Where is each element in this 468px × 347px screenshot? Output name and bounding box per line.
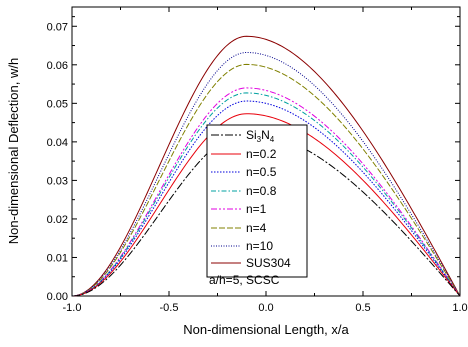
y-tick-label: 0.04	[47, 137, 68, 149]
x-tick-label: 0.0	[258, 302, 273, 314]
x-axis-title: Non-dimensional Length, x/a	[183, 322, 349, 337]
legend-si-text: Si	[246, 128, 257, 142]
y-tick-label: 0.03	[47, 175, 68, 187]
legend-annotation: a/h=5, SCSC	[209, 273, 280, 287]
legend-label-n05: n=0.5	[246, 165, 277, 179]
x-tick-label: -1.0	[63, 302, 82, 314]
y-tick-label: 0.01	[47, 252, 68, 264]
y-tick-label: 0.00	[47, 291, 68, 303]
legend-label-sus304: SUS304	[246, 256, 291, 270]
x-tick-label: -0.5	[160, 302, 179, 314]
legend-label-si3n4: Si3N4	[246, 128, 275, 144]
legend-label-n4: n=4	[246, 221, 267, 235]
y-tick-label: 0.06	[47, 60, 68, 72]
y-tick-label: 0.07	[47, 21, 68, 33]
y-tick-label: 0.05	[47, 98, 68, 110]
x-tick-label: 0.5	[355, 302, 370, 314]
x-tick-labels: -1.0 -0.5 0.0 0.5 1.0	[63, 302, 468, 314]
legend-n-text: N	[261, 128, 270, 142]
y-tick-label: 0.02	[47, 214, 68, 226]
legend-label-n08: n=0.8	[246, 184, 277, 198]
series-line	[71, 51, 461, 297]
series-line	[71, 100, 461, 297]
series-line	[71, 113, 461, 297]
x-tick-label: 1.0	[452, 302, 467, 314]
y-tick-labels: 0.00 0.01 0.02 0.03 0.04 0.05 0.06 0.07	[47, 21, 68, 303]
legend-samples	[211, 134, 241, 264]
legend-label-n10: n=10	[246, 239, 273, 253]
series-line	[71, 35, 461, 297]
legend-label-n1: n=1	[246, 202, 267, 216]
legend-label-n02: n=0.2	[246, 147, 277, 161]
legend-si-sub1: 3	[257, 135, 262, 144]
legend: Si3N4 n=0.2 n=0.5 n=0.8 n=1 n=4 n=10 SUS…	[206, 124, 308, 287]
y-axis-title: Non-dimensional Deflection, w/h	[6, 58, 21, 244]
legend-box	[206, 124, 308, 278]
series-line	[71, 63, 461, 297]
axis-ticks	[71, 7, 461, 297]
series-line	[71, 92, 461, 297]
legend-n-sub2: 4	[270, 135, 275, 144]
